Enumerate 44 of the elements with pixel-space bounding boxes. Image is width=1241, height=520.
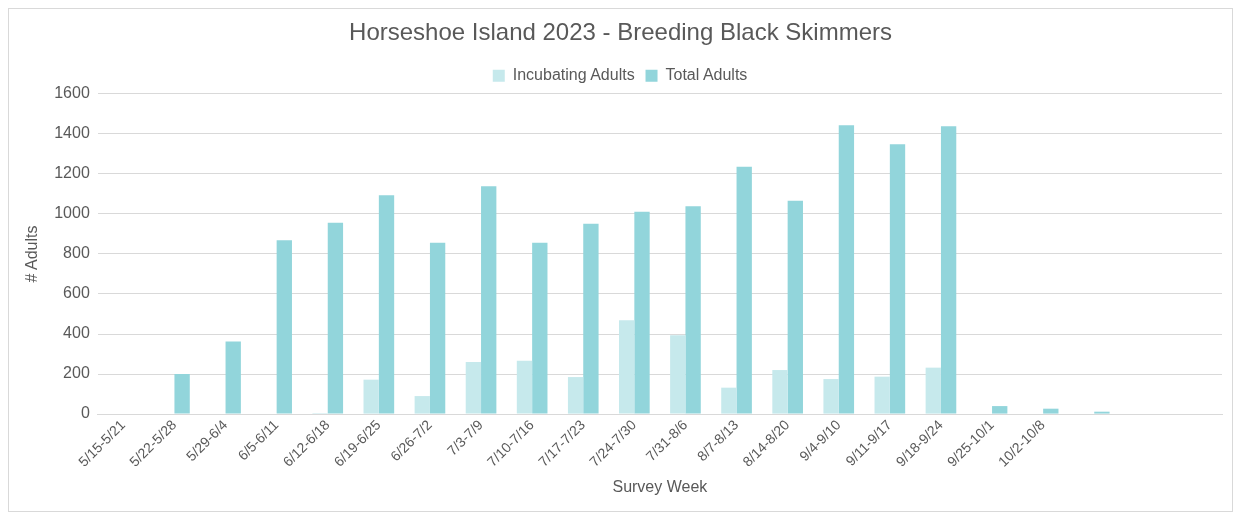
bar xyxy=(685,206,701,414)
bar xyxy=(670,335,686,414)
bar xyxy=(823,379,839,414)
y-tick-label: 200 xyxy=(63,364,90,382)
bar xyxy=(619,320,635,414)
legend-label: Total Adults xyxy=(665,66,748,84)
bar xyxy=(481,186,497,414)
bar xyxy=(838,125,855,414)
bar xyxy=(992,406,1008,414)
bar xyxy=(225,341,241,414)
bar xyxy=(414,396,430,414)
y-tick-label: 1200 xyxy=(54,164,90,182)
chart-title: Horseshoe Island 2023 - Breeding Black Skimmers xyxy=(349,18,892,46)
bar xyxy=(772,370,788,414)
bar xyxy=(1043,408,1059,414)
y-tick-label: 600 xyxy=(63,284,90,302)
bar xyxy=(516,360,533,414)
bar xyxy=(583,223,599,414)
bar xyxy=(736,166,752,414)
bar xyxy=(363,379,379,414)
bar xyxy=(634,211,650,414)
y-tick-label: 1600 xyxy=(54,84,90,102)
y-tick-label: 1000 xyxy=(54,204,90,222)
bar xyxy=(940,126,957,414)
y-tick-label: 400 xyxy=(63,324,90,342)
y-axis-title: # Adults xyxy=(23,225,41,283)
y-tick-label: 1400 xyxy=(54,124,90,142)
bar xyxy=(465,362,482,414)
bar xyxy=(889,144,906,414)
legend-label: Incubating Adults xyxy=(512,66,635,84)
bar xyxy=(378,195,395,414)
bar xyxy=(276,240,292,414)
x-axis-title: Survey Week xyxy=(612,477,709,495)
bar xyxy=(327,222,344,414)
y-tick-label: 0 xyxy=(80,404,90,422)
y-tick-label: 800 xyxy=(63,244,90,262)
bar xyxy=(429,242,446,414)
bar xyxy=(925,367,941,414)
bar xyxy=(721,387,737,414)
bar xyxy=(567,377,584,414)
bar xyxy=(174,374,190,414)
bar xyxy=(874,376,890,414)
bar xyxy=(787,200,803,414)
bar xyxy=(532,242,548,414)
